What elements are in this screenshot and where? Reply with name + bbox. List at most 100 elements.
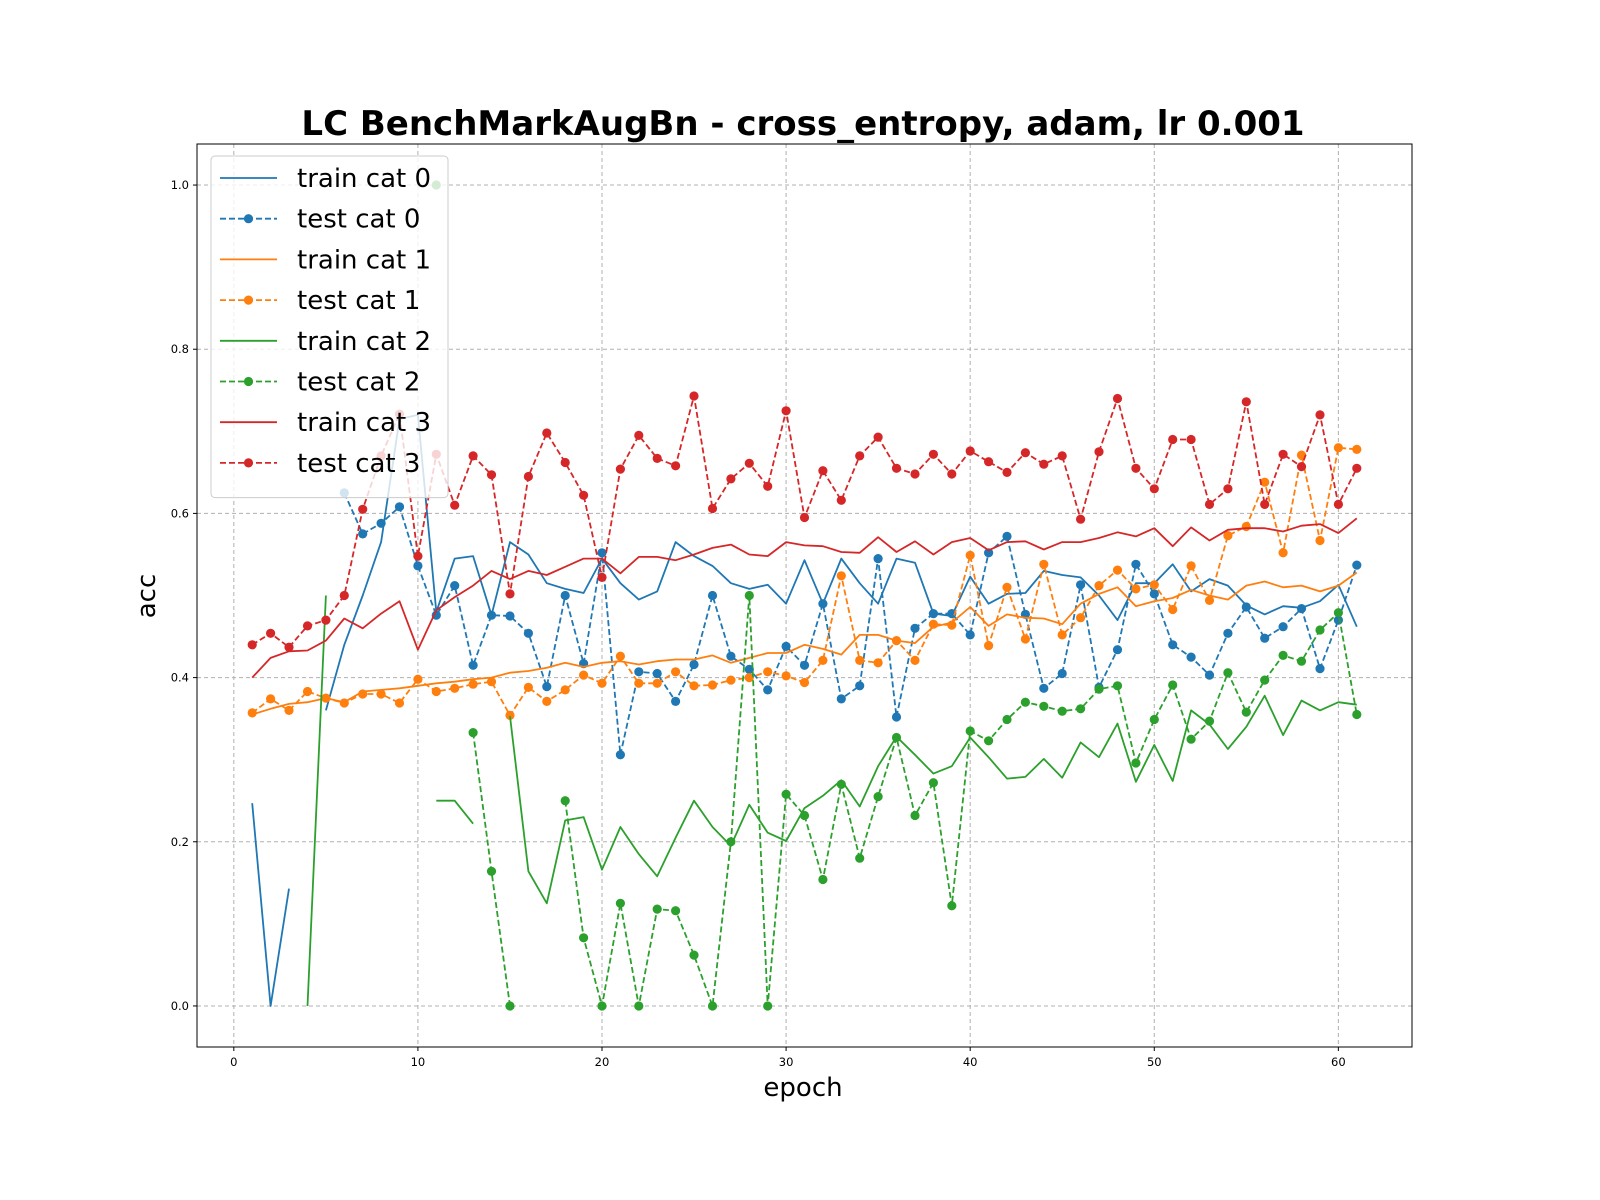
data-point: [358, 504, 368, 514]
data-point: [468, 679, 478, 689]
data-point: [339, 698, 349, 708]
data-point: [321, 693, 331, 703]
data-point: [468, 451, 478, 461]
data-point: [984, 736, 994, 746]
series-layer: [247, 180, 1362, 1011]
data-point: [652, 904, 662, 914]
data-point: [1186, 561, 1196, 571]
data-point: [1352, 560, 1362, 570]
ticks: 0 10 20 30 40 50 60 0.0 0.2 0.4 0.6 0.8 1.0: [171, 178, 1346, 1069]
data-point: [1315, 625, 1325, 635]
data-point: [634, 667, 644, 677]
legend-marker: [243, 458, 254, 468]
data-point: [394, 698, 405, 708]
legend: train cat 0 test cat 0 train cat 1 test cat…: [210, 155, 449, 499]
series-3: [247, 443, 1362, 721]
data-point: [1241, 521, 1251, 532]
data-point: [1260, 675, 1270, 685]
data-point: [799, 660, 810, 670]
data-point: [1278, 650, 1288, 661]
data-point: [1112, 645, 1123, 655]
data-point: [1020, 634, 1030, 644]
data-point: [615, 898, 626, 908]
data-point: [1057, 630, 1067, 640]
data-point: [1002, 531, 1012, 542]
data-point: [1260, 499, 1270, 509]
data-point: [597, 1001, 607, 1011]
data-point: [1149, 484, 1159, 494]
data-point: [763, 481, 773, 491]
data-point: [984, 457, 994, 467]
data-point: [615, 750, 626, 760]
legend-item: test cat 0: [220, 205, 420, 235]
data-point: [523, 471, 534, 482]
data-point: [818, 599, 828, 609]
data-point: [1168, 604, 1178, 615]
data-point: [1204, 499, 1215, 509]
data-point: [1057, 668, 1067, 679]
data-point: [560, 685, 570, 695]
series-6: [251, 517, 1358, 679]
data-point: [1352, 709, 1362, 720]
data-point: [1076, 580, 1086, 590]
data-point: [744, 458, 754, 468]
data-point: [984, 548, 994, 558]
legend-item: train cat 1: [220, 245, 431, 275]
legend-item: test cat 3: [220, 449, 420, 479]
data-point: [1315, 535, 1325, 546]
data-point: [1186, 652, 1196, 662]
data-point: [836, 694, 846, 704]
legend-label: train cat 2: [297, 327, 431, 357]
data-point: [1039, 559, 1049, 569]
series-line: [306, 595, 1357, 1007]
data-point: [818, 655, 828, 666]
data-point: [1112, 565, 1123, 575]
data-point: [542, 428, 552, 438]
data-point: [394, 502, 405, 512]
legend-label: test cat 3: [297, 449, 420, 479]
data-point: [707, 503, 718, 514]
data-point: [376, 518, 386, 528]
data-point: [1168, 640, 1178, 650]
data-point: [450, 500, 460, 510]
data-point: [1149, 714, 1159, 725]
data-point: [928, 449, 939, 459]
data-point: [726, 675, 736, 685]
data-point: [1112, 681, 1123, 691]
x-tick-label: 30: [779, 1055, 794, 1069]
data-point: [1241, 707, 1251, 717]
data-point: [1076, 704, 1086, 714]
data-point: [1149, 580, 1159, 590]
data-point: [1131, 463, 1141, 473]
data-point: [1296, 462, 1307, 472]
data-point: [726, 837, 736, 847]
data-point: [376, 689, 386, 699]
data-point: [302, 686, 313, 697]
legend-marker: [243, 376, 254, 387]
data-point: [579, 670, 589, 680]
data-point: [799, 810, 810, 821]
data-point: [836, 779, 846, 789]
data-point: [284, 705, 294, 716]
data-point: [413, 674, 423, 684]
chart-title: LC BenchMarkAugBn - cross_entropy, adam,…: [301, 104, 1304, 144]
data-point: [560, 796, 570, 806]
series-5: [431, 180, 1362, 1011]
data-point: [468, 660, 478, 670]
data-point: [910, 655, 920, 666]
data-point: [450, 581, 460, 591]
data-point: [1094, 447, 1104, 457]
data-point: [763, 667, 773, 677]
y-axis-title: acc: [132, 574, 162, 619]
y-tick-label: 0.8: [171, 342, 189, 356]
data-point: [523, 628, 534, 638]
data-point: [1186, 734, 1196, 744]
data-point: [1333, 608, 1343, 618]
data-point: [1333, 499, 1343, 509]
data-point: [1057, 706, 1067, 716]
data-point: [413, 551, 423, 561]
plot-area: [196, 143, 1413, 1048]
x-axis-title: epoch: [763, 1073, 842, 1103]
data-point: [615, 464, 626, 474]
data-point: [799, 677, 810, 688]
